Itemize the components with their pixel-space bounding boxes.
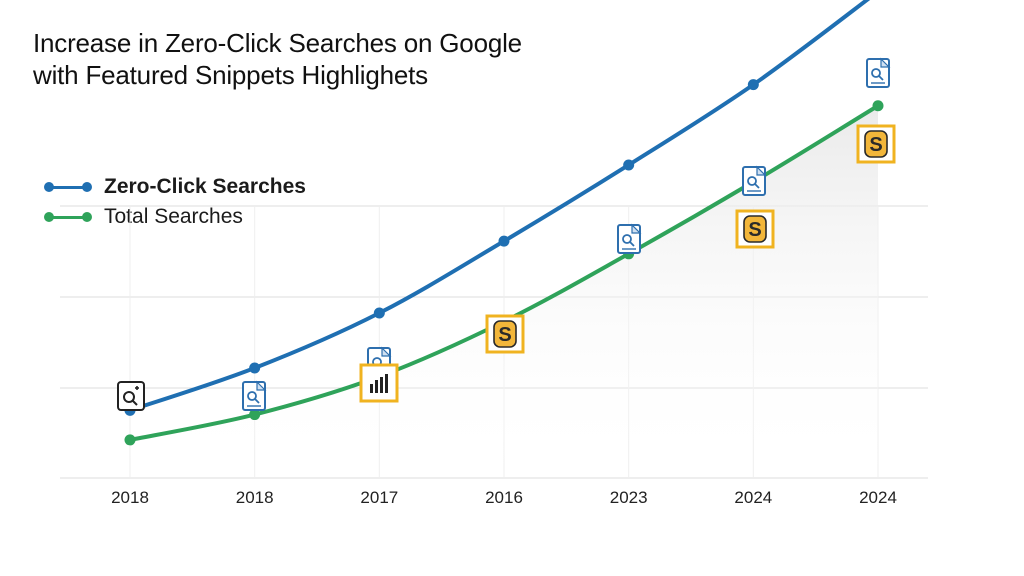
- snippet-s-icon: S: [485, 314, 525, 354]
- x-tick-label: 2023: [610, 488, 648, 507]
- data-point-zero-click: [373, 307, 385, 319]
- data-point-zero-click: [498, 235, 510, 247]
- annotation-icons: S S S: [117, 57, 896, 411]
- legend-swatch-total: [44, 210, 92, 224]
- snippet-s-icon: S: [856, 124, 896, 164]
- chart-title-line-1: Increase in Zero-Click Searches on Googl…: [33, 28, 522, 58]
- x-axis-ticks: 2018 2018 2017 2016 2023 2024 2024: [111, 488, 897, 507]
- legend-label-zero-click: Zero-Click Searches: [104, 175, 306, 198]
- snippet-s-icon: S: [735, 209, 775, 249]
- svg-text:S: S: [748, 219, 761, 241]
- x-tick-label: 2018: [111, 488, 149, 507]
- x-tick-label: 2024: [859, 488, 897, 507]
- document-search-icon: [617, 223, 642, 254]
- data-point-zero-click: [747, 79, 759, 91]
- svg-text:S: S: [869, 134, 882, 156]
- data-point-total: [124, 434, 136, 446]
- x-tick-label: 2016: [485, 488, 523, 507]
- chart-title-line-2: with Featured Snippets Highlighets: [33, 60, 428, 90]
- legend-label-total: Total Searches: [104, 205, 243, 228]
- data-point-total: [872, 100, 884, 112]
- chart-title: Increase in Zero-Click Searches on Googl…: [33, 27, 673, 91]
- legend-item-zero-click: Zero-Click Searches: [44, 172, 306, 202]
- x-tick-label: 2024: [734, 488, 772, 507]
- document-search-icon: [742, 165, 767, 196]
- data-point-total: [249, 409, 261, 421]
- x-tick-label: 2017: [360, 488, 398, 507]
- svg-text:S: S: [498, 324, 511, 346]
- document-search-icon: [866, 57, 891, 88]
- x-tick-label: 2018: [236, 488, 274, 507]
- data-point-zero-click: [623, 159, 635, 171]
- document-search-icon: [242, 380, 267, 411]
- legend-item-total: Total Searches: [44, 202, 306, 232]
- data-point-zero-click: [249, 362, 261, 374]
- chart-legend: Zero-Click Searches Total Searches: [44, 172, 306, 232]
- legend-swatch-zero-click: [44, 180, 92, 194]
- area-shade: [130, 105, 878, 478]
- bar-chart-snippet-icon: [359, 363, 399, 403]
- search-frame-icon: [117, 381, 145, 411]
